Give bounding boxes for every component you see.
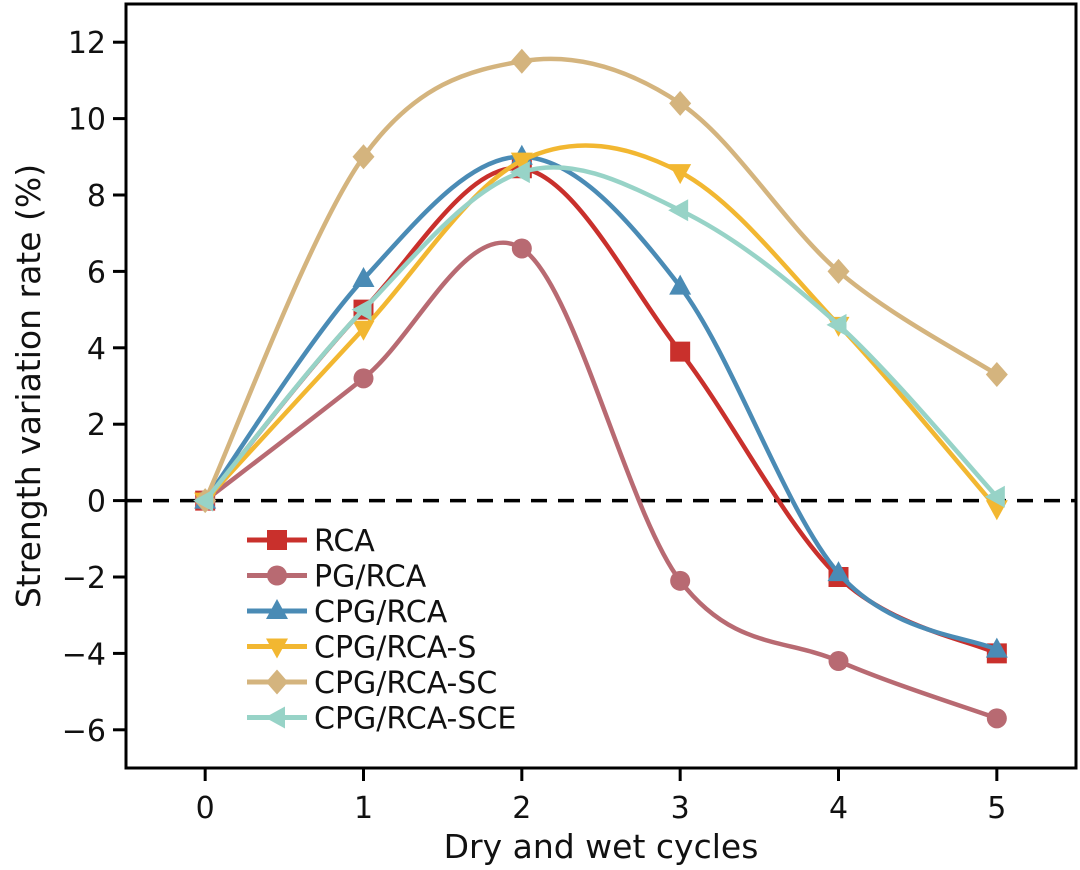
data-point <box>669 274 692 295</box>
data-point <box>985 637 1008 658</box>
y-tick-label: 12 <box>68 26 106 61</box>
series-line <box>202 143 1000 511</box>
y-tick-label: 4 <box>87 332 106 367</box>
data-point <box>828 651 849 672</box>
data-point <box>352 320 375 341</box>
data-point <box>670 341 691 362</box>
y-tick-label: −2 <box>62 561 106 596</box>
data-point <box>668 199 689 222</box>
data-point <box>827 561 850 582</box>
legend-item: PG/RCA <box>247 560 427 595</box>
legend-marker <box>266 599 288 619</box>
y-axis-label: Strength variation rate (%) <box>9 164 48 608</box>
legend-label: PG/RCA <box>314 560 427 595</box>
x-tick-label: 5 <box>987 791 1006 826</box>
series-cpg-rca-sc <box>194 48 1008 514</box>
data-point <box>669 90 692 116</box>
x-axis-label: Dry and wet cycles <box>444 827 759 866</box>
y-tick-label: 10 <box>68 103 106 138</box>
series-cpg-rca-s <box>194 143 1008 521</box>
series-line <box>202 56 1000 503</box>
legend: RCAPG/RCACPG/RCACPG/RCA-SCPG/RCA-SCCPG/R… <box>247 524 516 737</box>
legend-marker <box>265 706 285 729</box>
y-tick-label: 2 <box>87 408 106 443</box>
data-point <box>670 570 691 591</box>
data-point <box>509 161 530 184</box>
data-point <box>669 164 692 185</box>
y-tick-label: −6 <box>62 714 106 749</box>
legend-marker <box>267 565 287 586</box>
y-tick-label: −4 <box>62 637 106 672</box>
legend-item: CPG/RCA <box>247 595 448 630</box>
data-point <box>193 489 214 512</box>
data-point <box>826 313 847 336</box>
data-point <box>827 258 850 284</box>
legend-label: RCA <box>314 524 375 559</box>
data-point <box>510 48 533 74</box>
legend-label: CPG/RCA-SC <box>314 666 497 701</box>
data-point <box>352 267 375 288</box>
legend-item: CPG/RCA-SC <box>247 666 497 701</box>
x-tick-label: 0 <box>196 791 215 826</box>
data-point <box>511 238 532 259</box>
legend-item: CPG/RCA-SCE <box>247 702 516 737</box>
x-tick-label: 1 <box>354 791 373 826</box>
series-layer <box>193 48 1008 729</box>
data-point <box>353 368 374 389</box>
legend-label: CPG/RCA-SCE <box>314 702 516 737</box>
x-tick-label: 4 <box>829 791 848 826</box>
legend-marker <box>266 638 288 659</box>
data-point <box>985 362 1008 388</box>
legend-label: CPG/RCA-S <box>314 631 476 666</box>
data-point <box>352 144 375 170</box>
legend-marker <box>267 530 287 550</box>
legend-label: CPG/RCA <box>314 595 448 630</box>
x-tick-label: 2 <box>512 791 531 826</box>
plot-frame <box>124 2 1078 770</box>
data-point <box>510 152 533 173</box>
data-point <box>984 485 1005 508</box>
y-tick-label: 8 <box>87 179 106 214</box>
legend-item: RCA <box>247 524 375 559</box>
series-cpg-rca-sce <box>193 161 1005 512</box>
series-line <box>202 165 1000 503</box>
y-tick-label: 0 <box>87 485 106 520</box>
data-point <box>986 708 1007 729</box>
y-tick-label: 6 <box>87 255 106 290</box>
legend-item: CPG/RCA-S <box>247 631 476 666</box>
x-tick-label: 3 <box>671 791 690 826</box>
data-point <box>351 298 372 321</box>
legend-marker <box>266 669 288 695</box>
